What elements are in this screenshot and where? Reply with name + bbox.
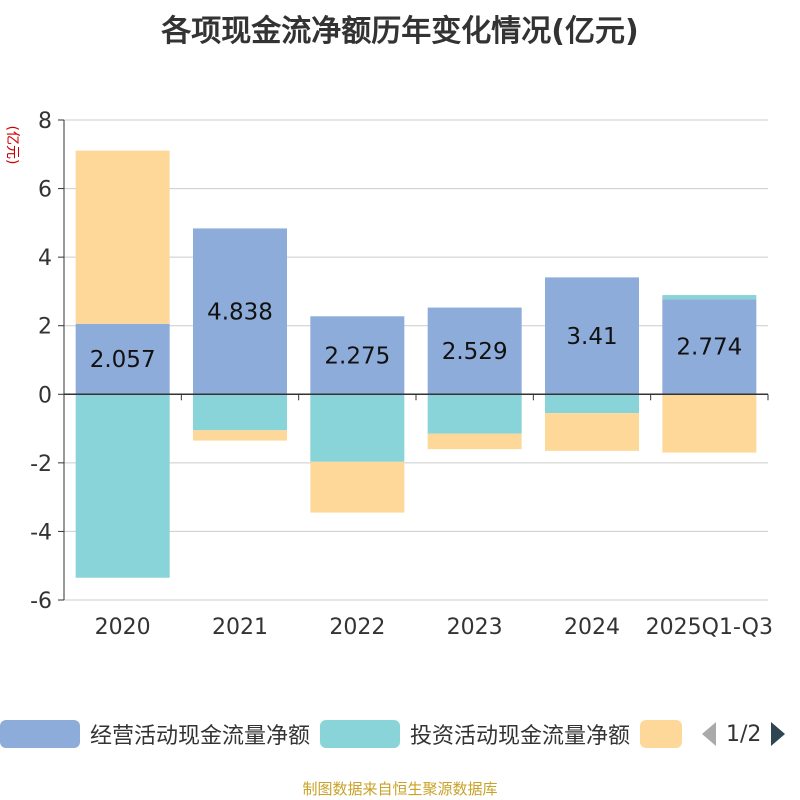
x-tick-label: 2021 (212, 615, 268, 640)
legend-label-operating: 经营活动现金流量净额 (90, 724, 311, 749)
bar-2022-series-2 (310, 461, 405, 513)
bar-2023-series-1 (427, 394, 522, 434)
x-tick-label: 2024 (564, 615, 620, 640)
y-tick-label: 2 (38, 315, 52, 340)
grid-lines (64, 119, 768, 601)
legend-item-financing[interactable] (640, 717, 682, 751)
data-label: 2.057 (90, 347, 156, 373)
bar-2022-series-0 (310, 316, 405, 395)
y-tick-label: -4 (30, 520, 52, 545)
bar-2020-series-1 (75, 394, 170, 578)
y-tick-label: -6 (30, 589, 52, 614)
data-label: 2.529 (442, 339, 508, 365)
legend-pager: 1/2 (700, 718, 800, 750)
y-axis-label: (亿元) (4, 126, 20, 165)
bar-2024-series-1 (545, 394, 639, 414)
bar-2021-series-2 (193, 430, 287, 441)
data-label: 4.838 (207, 299, 273, 325)
y-tick-label: 0 (38, 383, 52, 408)
legend-prev-icon[interactable] (700, 720, 718, 748)
x-tick-label: 2022 (329, 615, 385, 640)
legend-item-investing[interactable]: 投资活动现金流量净额 (320, 717, 630, 751)
bar-2025Q1-Q3-series-2 (662, 394, 757, 453)
data-label: 3.41 (566, 324, 617, 350)
x-tick-label: 2023 (447, 615, 503, 640)
bar-2024-series-0 (545, 277, 639, 395)
y-tick-label: 6 (38, 178, 52, 203)
y-tick-label: 4 (38, 246, 52, 271)
bar-2025Q1-Q3-series-1 (662, 295, 757, 300)
bar-2024-series-2 (545, 413, 639, 451)
source-note: 制图数据来自恒生聚源数据库 (302, 780, 498, 798)
bar-2021-series-0 (193, 228, 287, 395)
legend-label-investing: 投资活动现金流量净额 (410, 724, 631, 749)
bar-2025Q1-Q3-series-0 (662, 299, 757, 395)
data-label: 2.774 (676, 335, 742, 361)
chart-title: 各项现金流净额历年变化情况(亿元) (161, 14, 639, 49)
bar-2020-series-0 (75, 323, 170, 395)
y-tick-label: 8 (38, 109, 52, 134)
data-labels: 2.057 4.838 2.275 2.529 3.41 2.774 (90, 299, 743, 373)
legend-item-operating[interactable]: 经营活动现金流量净额 (0, 717, 310, 751)
legend-swatch-investing (320, 720, 400, 748)
data-label: 2.275 (324, 343, 390, 369)
bar-2023-series-0 (427, 307, 522, 395)
x-tick-label: 2020 (95, 615, 151, 640)
bars (75, 150, 757, 578)
bar-2021-series-1 (193, 394, 287, 431)
legend-next-icon[interactable] (769, 720, 787, 748)
bar-2022-series-1 (310, 394, 405, 462)
legend-swatch-financing (640, 720, 682, 748)
bar-2023-series-2 (427, 433, 522, 450)
x-tick-label: 2025Q1-Q3 (646, 615, 773, 640)
bar-2020-series-2 (75, 150, 170, 324)
chart-plot: 8 6 4 2 0 -2 -4 -6 (亿元) 2020 2021 2022 2023 2024 2025Q… (4, 109, 773, 640)
y-tick-label: -2 (30, 452, 52, 477)
legend-swatch-operating (0, 720, 80, 748)
axes: 8 6 4 2 0 -2 -4 -6 (亿元) 2020 2021 2022 2023 2024 2025Q… (4, 109, 773, 640)
legend-page-indicator: 1/2 (726, 721, 762, 747)
